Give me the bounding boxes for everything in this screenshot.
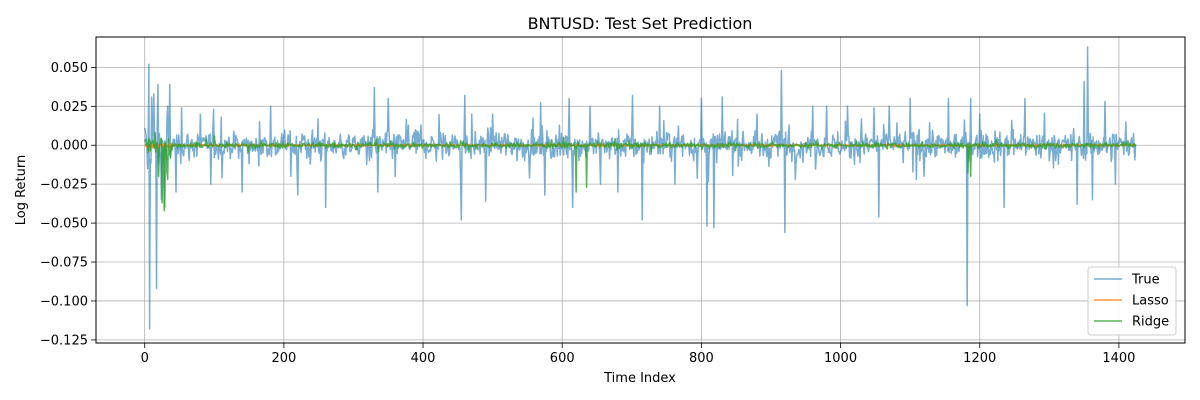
- x-tick-label: 600: [550, 351, 575, 366]
- legend: True Lasso Ridge: [1087, 266, 1177, 336]
- legend-label: Ridge: [1132, 315, 1169, 330]
- y-tick-label: −0.100: [40, 294, 88, 309]
- x-tick-label: 1400: [1102, 351, 1135, 366]
- x-tick-label: 1000: [824, 351, 857, 366]
- x-axis: 0 200 400 600 800 1000 1200 1400: [141, 343, 1135, 366]
- legend-entry-true: True: [1094, 273, 1160, 288]
- legend-label: Lasso: [1132, 294, 1169, 309]
- chart-title: BNTUSD: Test Set Prediction: [528, 14, 753, 33]
- y-tick-label: 0.025: [51, 100, 88, 115]
- x-axis-label: Time Index: [603, 371, 676, 386]
- y-tick-label: 0.000: [51, 139, 88, 154]
- x-tick-label: 400: [411, 351, 436, 366]
- y-axis: −0.125 −0.100 −0.075 −0.050 −0.025 0.000 0.025…: [40, 61, 96, 348]
- legend-entry-ridge: Ridge: [1094, 315, 1169, 330]
- y-tick-label: −0.125: [40, 333, 88, 348]
- y-tick-label: 0.050: [51, 61, 88, 76]
- y-tick-label: −0.050: [40, 217, 88, 232]
- x-tick-label: 1200: [963, 351, 996, 366]
- y-tick-label: −0.075: [40, 256, 88, 271]
- legend-label: True: [1131, 273, 1160, 288]
- legend-box: [1087, 266, 1177, 336]
- axes-frame: [95, 36, 1186, 344]
- y-tick-label: −0.025: [40, 178, 88, 193]
- x-tick-label: 800: [689, 351, 714, 366]
- legend-entry-lasso: Lasso: [1094, 294, 1169, 309]
- x-tick-label: 200: [271, 351, 296, 366]
- x-tick-label: 0: [141, 351, 149, 366]
- y-axis-label: Log Return: [14, 155, 29, 226]
- series-line-ridge: [143, 131, 1137, 212]
- plot-area: [143, 46, 1137, 330]
